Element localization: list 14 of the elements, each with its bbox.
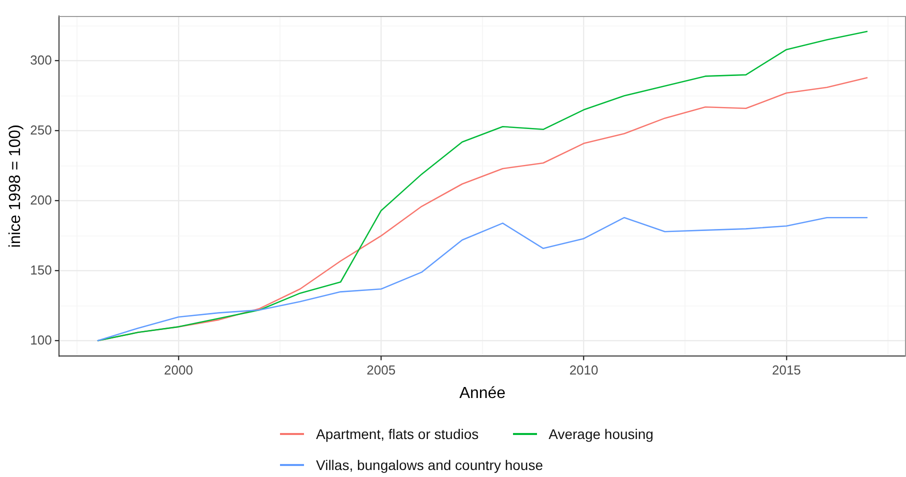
x-axis-title: Année: [459, 384, 506, 402]
y-tick-label: 150: [30, 262, 52, 278]
x-tick-label: 2010: [569, 362, 598, 378]
legend-label: Apartment, flats or studios: [316, 426, 479, 442]
x-tick-label: 2000: [164, 362, 193, 378]
x-tick-label: 2005: [366, 362, 396, 378]
legend-label: Average housing: [548, 426, 654, 442]
x-tick-label: 2015: [772, 362, 801, 378]
y-tick-label: 300: [30, 52, 52, 68]
y-axis-title: inice 1998 = 100): [7, 124, 24, 248]
legend-label: Villas, bungalows and country house: [316, 456, 544, 472]
y-tick-label: 200: [30, 192, 52, 208]
y-tick-label: 250: [30, 122, 52, 138]
y-tick-label: 100: [30, 332, 52, 348]
